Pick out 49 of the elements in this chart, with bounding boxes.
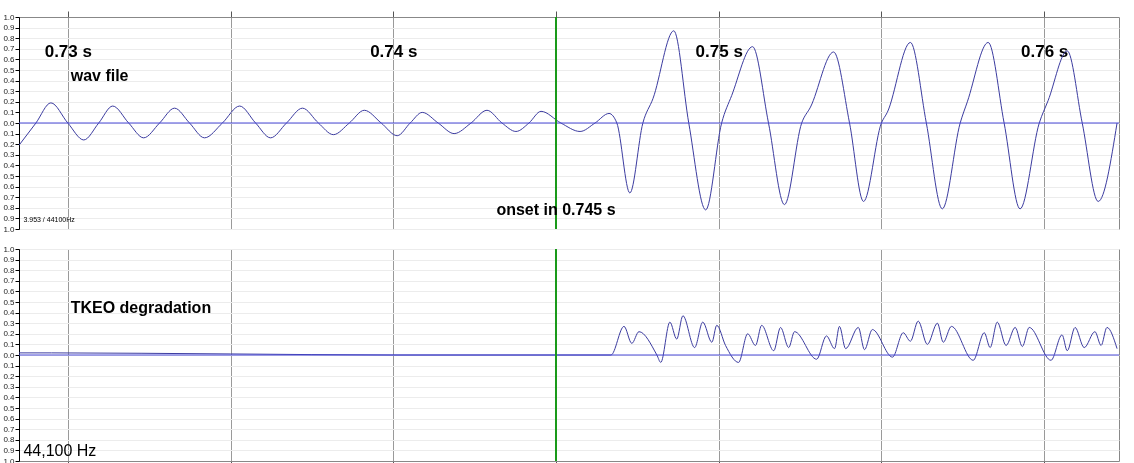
x-tick-label: 0.74 s (370, 41, 418, 61)
y-tick-label: 0.1 (3, 107, 16, 117)
y-tick-label: 0.7 (3, 276, 16, 286)
y-tick-label: 0.1 (3, 339, 16, 349)
y-tick-label: 0.8 (3, 435, 16, 445)
y-tick-label: 0.2 (3, 329, 16, 339)
text: TKEO degradation (70, 299, 212, 317)
series-label: wav file (69, 67, 129, 85)
y-tick-label: 0.6 (3, 54, 16, 64)
y-tick-label: 0.3 (3, 86, 16, 96)
x-tick-label: 0.75 s (695, 41, 743, 61)
y-tick-label: 0.4 (3, 308, 16, 318)
y-tick-label: 0.9 (3, 23, 16, 33)
y-tick-label: 0.8 (3, 265, 16, 275)
y-tick-label: 1.0 (3, 12, 16, 22)
y-tick-label: 0.9 (3, 255, 16, 265)
y-tick-label: 0.0 (3, 118, 16, 128)
y-tick-label: 0.1 (3, 361, 16, 371)
y-tick-label: 0.2 (3, 97, 16, 107)
annotation: 44,100 Hz (23, 441, 97, 459)
y-tick-label: 0.0 (3, 350, 16, 360)
y-tick-label: 0.1 (3, 129, 16, 139)
y-tick-label: 0.5 (3, 403, 16, 413)
y-tick-label: 0.2 (3, 371, 16, 381)
y-tick-label: 0.5 (3, 297, 16, 307)
y-tick-label: 1.0 (3, 244, 16, 254)
y-tick-label: 0.3 (3, 150, 16, 160)
y-tick-label: 1.0 (3, 224, 16, 234)
y-tick-label: 0.2 (3, 139, 16, 149)
y-tick-label: 0.4 (3, 76, 16, 86)
y-tick-label: 0.6 (3, 286, 16, 296)
y-tick-label: 0.7 (3, 192, 16, 202)
y-tick-label: 0.9 (3, 213, 16, 223)
y-tick-label: 0.9 (3, 445, 16, 455)
y-tick-label: 0.4 (3, 160, 16, 170)
y-tick-label: 0.5 (3, 171, 16, 181)
y-tick-label: 0.7 (3, 424, 16, 434)
y-tick-label: 0.6 (3, 182, 16, 192)
y-tick-label: 0.3 (3, 318, 16, 328)
y-tick-label: 0.6 (3, 414, 16, 424)
y-tick-label: 0.4 (3, 392, 16, 402)
y-tick-label: 0.7 (3, 44, 16, 54)
y-tick-label: 0.3 (3, 382, 16, 392)
y-tick-label: 0.5 (3, 65, 16, 75)
x-tick-label: 0.73 s (44, 41, 92, 61)
y-tick-label: 1.0 (3, 456, 16, 463)
y-tick-label: 0.8 (3, 33, 16, 43)
x-tick-label: 0.76 s (1021, 41, 1069, 61)
y-tick-label: 0.8 (3, 203, 16, 213)
